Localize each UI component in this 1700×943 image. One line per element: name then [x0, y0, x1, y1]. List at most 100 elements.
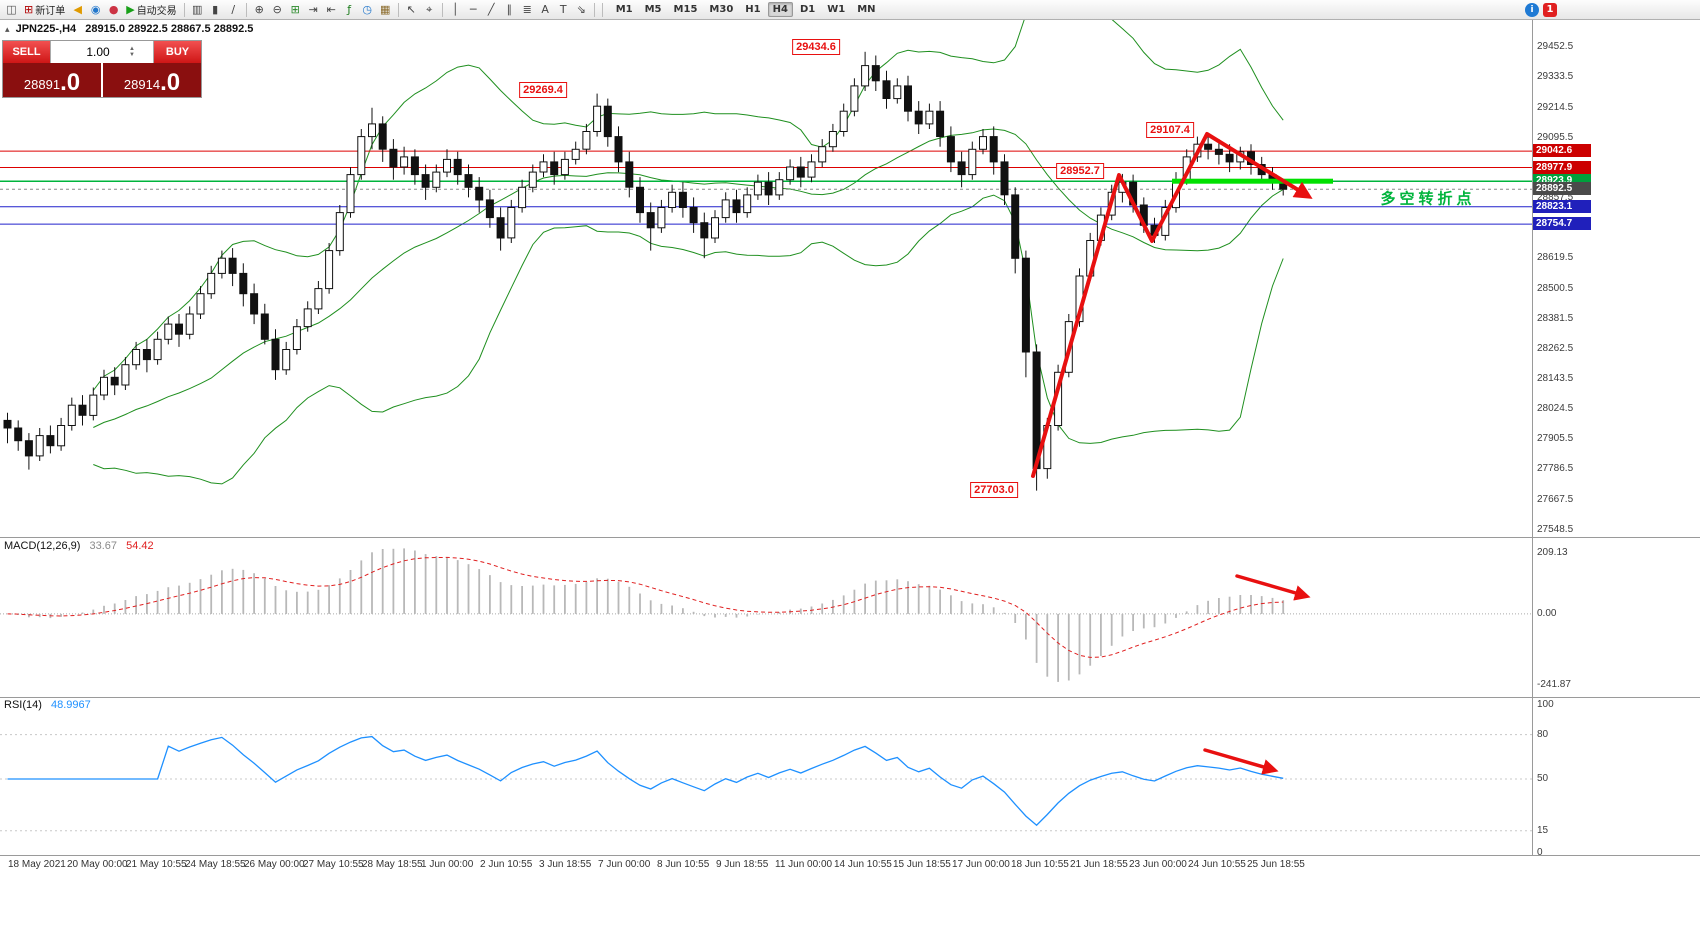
templates-icon[interactable]: ▦	[377, 1, 394, 18]
time-axis-label: 24 May 18:55	[185, 859, 246, 870]
buy-button[interactable]: BUY	[154, 41, 201, 63]
timeframe-h4[interactable]: H4	[767, 2, 793, 17]
macd-signal-value: 54.42	[126, 540, 154, 552]
trendline-icon[interactable]: ╱	[483, 1, 500, 18]
timeframe-w1[interactable]: W1	[827, 4, 846, 15]
time-axis-label: 27 May 10:55	[303, 859, 364, 870]
price-axis-label: 27548.5	[1537, 523, 1574, 535]
macd-main-value: 33.67	[89, 540, 118, 552]
horizontal-line-icon: ─	[469, 3, 477, 16]
trade-panel-price-row: 28891.0 28914.0	[3, 63, 201, 97]
sell-price-display[interactable]: 28891.0	[3, 63, 101, 97]
price-callout: 29434.6	[792, 39, 840, 55]
indicators-icon: ƒ	[347, 3, 352, 16]
new-order-button[interactable]: ⊞ 新订单	[21, 1, 68, 18]
time-axis-separator	[0, 855, 1700, 856]
time-axis-label: 17 Jun 00:00	[952, 859, 1010, 870]
timeframe-m15[interactable]: M15	[673, 4, 698, 15]
time-axis-label: 21 May 10:55	[126, 859, 187, 870]
rsi-axis-label: 100	[1537, 699, 1554, 710]
volume-up-icon[interactable]: ▲	[129, 46, 135, 52]
panel-separator-rsi[interactable]	[0, 697, 1700, 698]
tile-windows-icon[interactable]: ⊞	[287, 1, 304, 18]
text-icon[interactable]: A	[537, 1, 554, 18]
sell-button[interactable]: SELL	[3, 41, 50, 63]
panel-separator-macd[interactable]	[0, 537, 1700, 538]
timeframe-m5[interactable]: M5	[644, 4, 662, 15]
line-chart-icon[interactable]: ∕	[225, 1, 242, 18]
buy-price-display[interactable]: 28914.0	[103, 63, 201, 97]
chart-shift-icon[interactable]: ⇤	[323, 1, 340, 18]
price-axis-label: 28262.5	[1537, 342, 1574, 354]
zoom-in-icon: ⊕	[254, 3, 264, 16]
timeframe-mn[interactable]: MN	[857, 4, 876, 15]
price-axis-label: 28857.5	[1537, 192, 1574, 204]
price-callout: 28952.7	[1056, 163, 1104, 179]
volume-input[interactable]	[69, 44, 128, 60]
price-axis-label: 29214.5	[1537, 101, 1574, 113]
time-axis-label: 24 Jun 10:55	[1188, 859, 1246, 870]
time-axis-label: 28 May 18:55	[362, 859, 423, 870]
alerts-icon[interactable]: ◀	[69, 1, 86, 18]
autotrading-button[interactable]: ▶ 自动交易	[123, 1, 179, 18]
volume-down-icon[interactable]: ▼	[129, 52, 135, 58]
rsi-axis-label: 50	[1537, 773, 1549, 784]
time-axis-label: 11 Jun 00:00	[775, 859, 833, 870]
crosshair-icon[interactable]: ⌖	[421, 1, 438, 18]
toolbar-separator	[245, 2, 247, 17]
candlestick-chart-icon[interactable]: ▮	[207, 1, 224, 18]
price-axis-label: 29095.5	[1537, 131, 1574, 143]
channel-icon[interactable]: ∥	[501, 1, 518, 18]
indicators-icon[interactable]: ƒ	[341, 1, 358, 18]
zoom-in-icon[interactable]: ⊕	[251, 1, 268, 18]
news-icon[interactable]: ●	[105, 1, 122, 18]
fibonacci-icon: ≣	[522, 3, 532, 16]
notification-badge[interactable]: 1	[1543, 2, 1557, 17]
price-axis-label: 29333.5	[1537, 71, 1574, 83]
chart-window-icon: ◫	[6, 3, 17, 16]
cursor-icon: ↖	[406, 3, 416, 16]
bar-chart-icon[interactable]: ▥	[189, 1, 206, 18]
fibonacci-icon[interactable]: ≣	[519, 1, 536, 18]
price-axis-label: 27786.5	[1537, 463, 1574, 475]
chart-window-icon[interactable]: ◫	[3, 1, 20, 18]
price-axis-label: 27667.5	[1537, 493, 1574, 505]
time-axis-label: 20 May 00:00	[67, 859, 128, 870]
arrows-tool-icon[interactable]: ⇘	[573, 1, 590, 18]
price-tag: 28892.5	[1533, 182, 1591, 196]
cursor-icon[interactable]: ↖	[403, 1, 420, 18]
rsi-axis-label: 0	[1537, 847, 1543, 858]
label-icon[interactable]: T	[555, 1, 572, 18]
one-click-trade-panel: SELL ▲▼ BUY 28891.0 28914.0	[2, 40, 202, 98]
macd-label: MACD(12,26,9) 33.67 54.42	[4, 540, 154, 552]
time-axis-label: 26 May 00:00	[244, 859, 305, 870]
timeframe-m30[interactable]: M30	[709, 4, 734, 15]
line-chart-icon: ∕	[231, 3, 236, 16]
periods-icon[interactable]: ◷	[359, 1, 376, 18]
time-axis-label: 1 Jun 00:00	[421, 859, 474, 870]
macd-axis-label: 0.00	[1537, 607, 1557, 619]
volume-stepper[interactable]: ▲ ▼	[129, 46, 135, 58]
vertical-line-icon[interactable]: │	[447, 1, 464, 18]
autotrading-button-label: 自动交易	[136, 6, 177, 17]
new-order-button-label: 新订单	[35, 6, 66, 17]
symbol-title: JPN225-,H4	[15, 23, 77, 35]
timeframe-h1[interactable]: H1	[745, 4, 761, 15]
toolbar-separator	[397, 2, 399, 17]
time-axis-label: 21 Jun 18:55	[1070, 859, 1128, 870]
horizontal-line-icon[interactable]: ─	[465, 1, 482, 18]
price-callout: 29107.4	[1146, 122, 1194, 138]
timeframe-m1[interactable]: M1	[615, 4, 633, 15]
metaquotes-icon[interactable]: ◉	[87, 1, 104, 18]
auto-scroll-icon[interactable]: ⇥	[305, 1, 322, 18]
community-icon[interactable]: i	[1525, 2, 1539, 17]
timeframe-d1[interactable]: D1	[799, 4, 816, 15]
zoom-out-icon[interactable]: ⊖	[269, 1, 286, 18]
news-icon: ●	[108, 3, 119, 16]
symbol-marker-icon: ▴	[5, 24, 10, 34]
price-axis-label: 29452.5	[1537, 41, 1574, 53]
rsi-label: RSI(14) 48.9967	[4, 699, 91, 711]
macd-axis-label: -241.87	[1537, 678, 1571, 690]
